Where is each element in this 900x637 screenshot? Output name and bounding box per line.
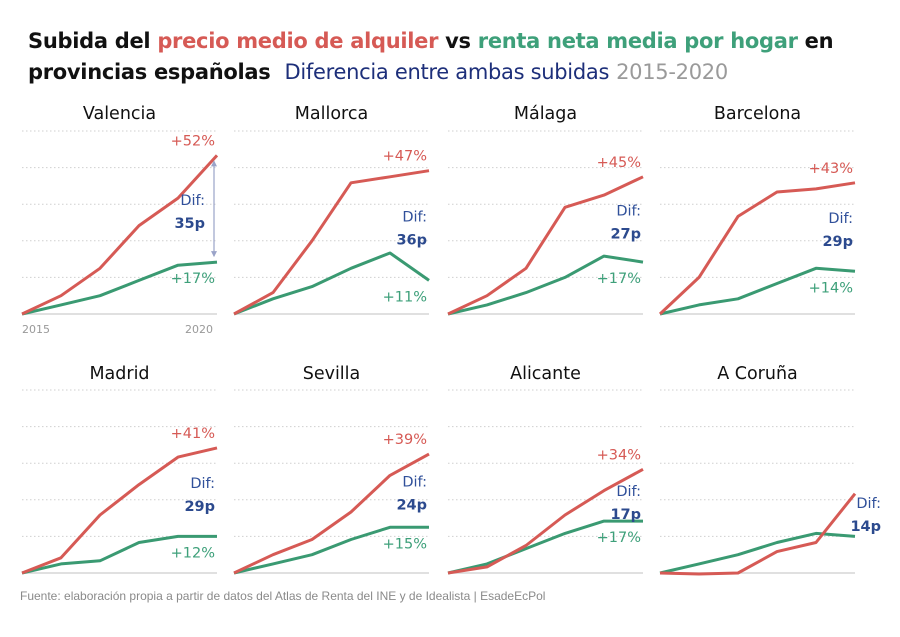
year-range: 2015-2020	[616, 60, 728, 84]
rent-series-line	[447, 175, 644, 316]
income-end-label: +17%	[171, 271, 215, 287]
difference-label: Dif:	[402, 210, 427, 226]
panel-title: Sevilla	[303, 364, 361, 384]
difference-value: 36p	[396, 233, 427, 249]
title-rent: precio medio de alquiler	[157, 29, 439, 53]
rent-series-line	[233, 452, 430, 575]
income-end-label: +15%	[383, 536, 427, 552]
chart-title: Subida del precio medio de alquiler vs r…	[28, 26, 888, 88]
panel-title: Mallorca	[295, 104, 368, 124]
income-series-line	[447, 254, 644, 316]
x-tick-label: 2015	[22, 323, 50, 336]
chart-subtitle: Diferencia entre ambas subidas	[284, 60, 610, 84]
arrow-head-up-icon	[211, 160, 217, 167]
difference-label: Dif:	[190, 476, 215, 492]
income-series-line	[21, 260, 218, 316]
arrow-head-down-icon	[211, 251, 217, 258]
title-income: renta neta media por hogar	[477, 29, 798, 53]
difference-value: 14p	[850, 519, 881, 535]
difference-value: 17p	[610, 507, 641, 523]
rent-end-label: +45%	[597, 155, 641, 171]
difference-label: Dif:	[180, 193, 205, 209]
income-series-line	[21, 534, 217, 575]
rent-series-line	[21, 446, 218, 575]
title-vs: vs	[438, 29, 478, 53]
income-end-label: +17%	[597, 271, 641, 287]
panel-title: Alicante	[510, 364, 581, 384]
panel-title: Madrid	[89, 364, 149, 384]
income-end-label: +17%	[597, 530, 641, 546]
difference-value: 35p	[174, 216, 205, 232]
difference-label: Dif:	[616, 484, 641, 500]
title-part2: en provincias españolas	[28, 29, 834, 84]
income-end-label: +14%	[809, 280, 853, 296]
difference-value: 29p	[822, 234, 853, 250]
panel-title: Málaga	[514, 104, 577, 124]
rent-end-label: +52%	[171, 133, 215, 149]
income-series-line	[233, 525, 429, 575]
rent-end-label: +43%	[809, 161, 853, 177]
difference-label: Dif:	[616, 203, 641, 219]
rent-series-line	[233, 169, 430, 316]
rent-series-line	[659, 492, 857, 576]
rent-series-line	[21, 154, 219, 316]
income-end-label: +12%	[171, 545, 215, 561]
source-note: Fuente: elaboración propia a partir de d…	[20, 589, 546, 603]
difference-value: 24p	[396, 498, 427, 514]
panel-title: A Coruña	[717, 364, 798, 384]
rent-series-line	[658, 181, 856, 316]
rent-end-label: +39%	[383, 432, 427, 448]
rent-end-label: +41%	[171, 426, 215, 442]
rent-end-label: +47%	[383, 149, 427, 165]
income-series-line	[447, 519, 643, 575]
income-end-label: +11%	[383, 289, 427, 305]
difference-label: Dif:	[402, 475, 427, 491]
difference-value: 27p	[610, 226, 641, 242]
difference-label: Dif:	[828, 211, 853, 227]
income-series-line	[233, 251, 430, 316]
difference-value: 29p	[184, 499, 215, 515]
income-series-line	[659, 266, 856, 316]
x-tick-label: 2020	[185, 323, 213, 336]
panel-title: Valencia	[83, 104, 156, 124]
difference-label: Dif:	[856, 496, 881, 512]
rent-end-label: +34%	[597, 447, 641, 463]
panel-title: Barcelona	[714, 104, 801, 124]
title-part1: Subida del	[28, 29, 158, 53]
rent-series-line	[447, 467, 644, 575]
income-series-line	[659, 531, 856, 575]
